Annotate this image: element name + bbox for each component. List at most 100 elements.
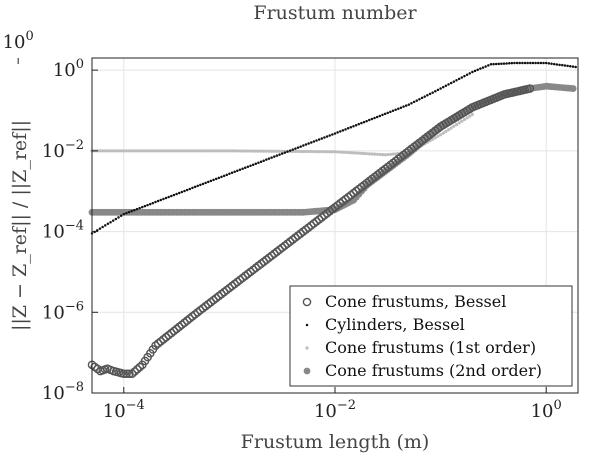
data-point	[349, 126, 353, 129]
data-point	[476, 68, 479, 72]
data-point	[339, 130, 342, 133]
data-point	[283, 151, 287, 154]
data-point	[138, 149, 142, 153]
data-point	[278, 153, 281, 156]
data-point	[265, 158, 268, 161]
data-point	[439, 133, 443, 137]
data-point	[133, 208, 136, 212]
data-point	[362, 120, 366, 124]
data-point	[569, 85, 577, 92]
data-point	[399, 106, 403, 109]
data-point	[523, 61, 527, 65]
data-point	[341, 129, 345, 132]
data-point	[140, 149, 144, 153]
data-point	[518, 61, 521, 65]
data-point	[386, 111, 389, 115]
data-point	[222, 174, 226, 178]
data-point	[328, 150, 332, 154]
data-point	[169, 149, 173, 153]
data-point	[359, 151, 364, 155]
data-point	[256, 149, 261, 153]
data-point	[146, 203, 149, 207]
data-point	[96, 228, 99, 232]
data-point	[497, 62, 501, 66]
data-point	[188, 149, 192, 153]
data-point	[148, 202, 152, 206]
top-axis-label: Frustum number	[253, 2, 417, 24]
data-point	[333, 132, 337, 135]
data-point	[204, 181, 207, 185]
data-point	[143, 204, 147, 208]
data-point	[386, 152, 390, 157]
data-point	[201, 149, 205, 153]
data-point	[114, 217, 118, 221]
data-point	[531, 61, 535, 65]
y-tick-label: 100	[53, 57, 84, 81]
data-point	[312, 140, 316, 143]
data-point	[182, 149, 187, 153]
data-point	[227, 149, 231, 153]
data-point	[449, 81, 453, 85]
data-point	[267, 149, 271, 153]
data-point	[309, 149, 313, 154]
legend-item: Cone frustums (2nd order)	[303, 361, 542, 380]
data-point	[132, 149, 136, 153]
data-point	[502, 62, 506, 65]
data-point	[312, 149, 316, 154]
data-point	[101, 225, 104, 229]
data-point	[360, 121, 363, 125]
data-point	[481, 66, 485, 69]
data-point	[296, 149, 300, 154]
data-point	[309, 141, 313, 144]
data-point	[304, 143, 308, 146]
data-point	[201, 182, 205, 186]
data-point	[135, 207, 139, 211]
data-point	[489, 63, 493, 66]
data-point	[383, 112, 387, 116]
data-point	[257, 161, 260, 164]
x-tick-label: 10−4	[103, 398, 145, 422]
data-point	[270, 156, 273, 159]
data-point	[124, 149, 129, 153]
data-point	[487, 64, 490, 67]
data-point	[236, 169, 239, 173]
series-small-dot	[90, 112, 474, 157]
data-point	[338, 150, 342, 154]
data-point	[302, 144, 305, 147]
data-point	[212, 178, 215, 182]
data-point	[243, 149, 247, 153]
data-point	[539, 61, 543, 65]
data-point	[262, 149, 266, 153]
data-point	[460, 76, 464, 79]
data-point	[103, 224, 107, 227]
data-point	[299, 145, 302, 148]
data-point	[314, 150, 319, 154]
x-tick-label: 100	[531, 398, 562, 422]
data-point	[462, 117, 467, 122]
data-point	[103, 149, 107, 153]
data-point	[222, 149, 226, 153]
data-point	[291, 148, 295, 151]
data-point	[159, 149, 163, 153]
data-point	[119, 149, 123, 153]
data-point	[219, 149, 224, 153]
y-axis-label: ||Z − Z_ref|| / ||Z_ref||	[9, 120, 31, 331]
data-point	[394, 152, 398, 156]
data-point	[230, 149, 234, 153]
data-point	[452, 80, 456, 83]
data-point	[291, 149, 295, 154]
data-point	[305, 323, 309, 327]
data-point	[336, 150, 340, 154]
data-point	[375, 152, 380, 156]
data-point	[98, 149, 102, 153]
data-point	[125, 369, 134, 379]
data-point	[418, 98, 421, 101]
data-point	[389, 110, 392, 114]
data-point	[98, 227, 102, 230]
data-point	[240, 149, 245, 153]
data-point	[304, 149, 308, 154]
data-point	[138, 206, 141, 210]
data-point	[122, 212, 126, 216]
data-point	[325, 135, 329, 138]
data-point	[336, 131, 339, 134]
